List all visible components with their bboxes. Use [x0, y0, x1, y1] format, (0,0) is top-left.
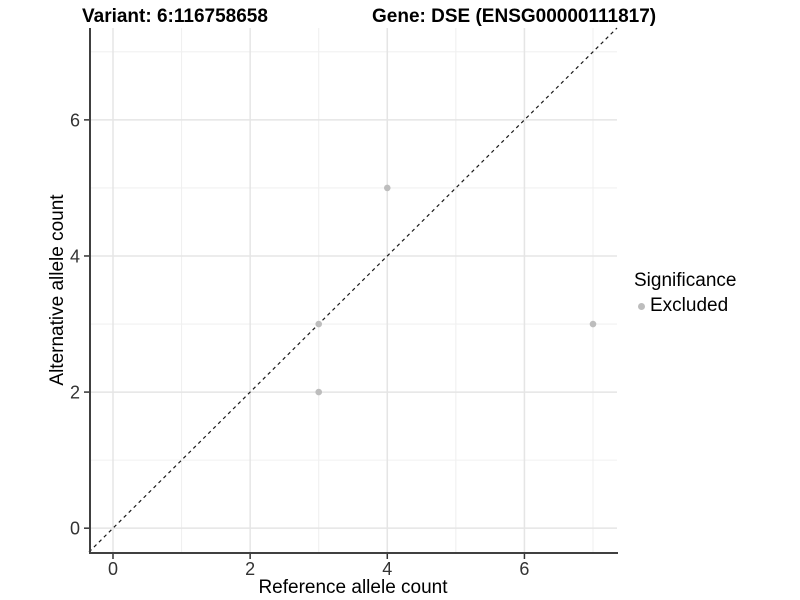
- y-axis-label: Alternative allele count: [47, 194, 68, 386]
- legend-entry-label: Excluded: [650, 295, 729, 316]
- legend-title: Significance: [634, 270, 737, 291]
- data-point: [383, 184, 391, 192]
- legend-point-icon: [638, 302, 645, 310]
- variant-title: Variant: 6:116758658: [82, 6, 268, 27]
- x-tick-label: 4: [382, 559, 392, 579]
- data-point: [315, 388, 323, 396]
- x-tick-label: 0: [108, 559, 118, 579]
- legend-entry: Excluded: [634, 295, 736, 317]
- x-tick-label: 6: [519, 559, 529, 579]
- y-tick-label: 2: [70, 383, 80, 403]
- x-tick-label: 2: [245, 559, 255, 579]
- gene-title: Gene: DSE (ENSG00000111817): [372, 6, 657, 27]
- data-point: [589, 320, 597, 328]
- legend: Significance Excluded: [634, 270, 736, 317]
- y-tick-label: 0: [70, 519, 80, 539]
- y-tick-label: 6: [70, 110, 80, 130]
- identity-dashed-line: [88, 27, 618, 553]
- y-tick-label: 4: [70, 246, 80, 266]
- x-axis-label: Reference allele count: [258, 577, 448, 598]
- data-point: [315, 320, 323, 328]
